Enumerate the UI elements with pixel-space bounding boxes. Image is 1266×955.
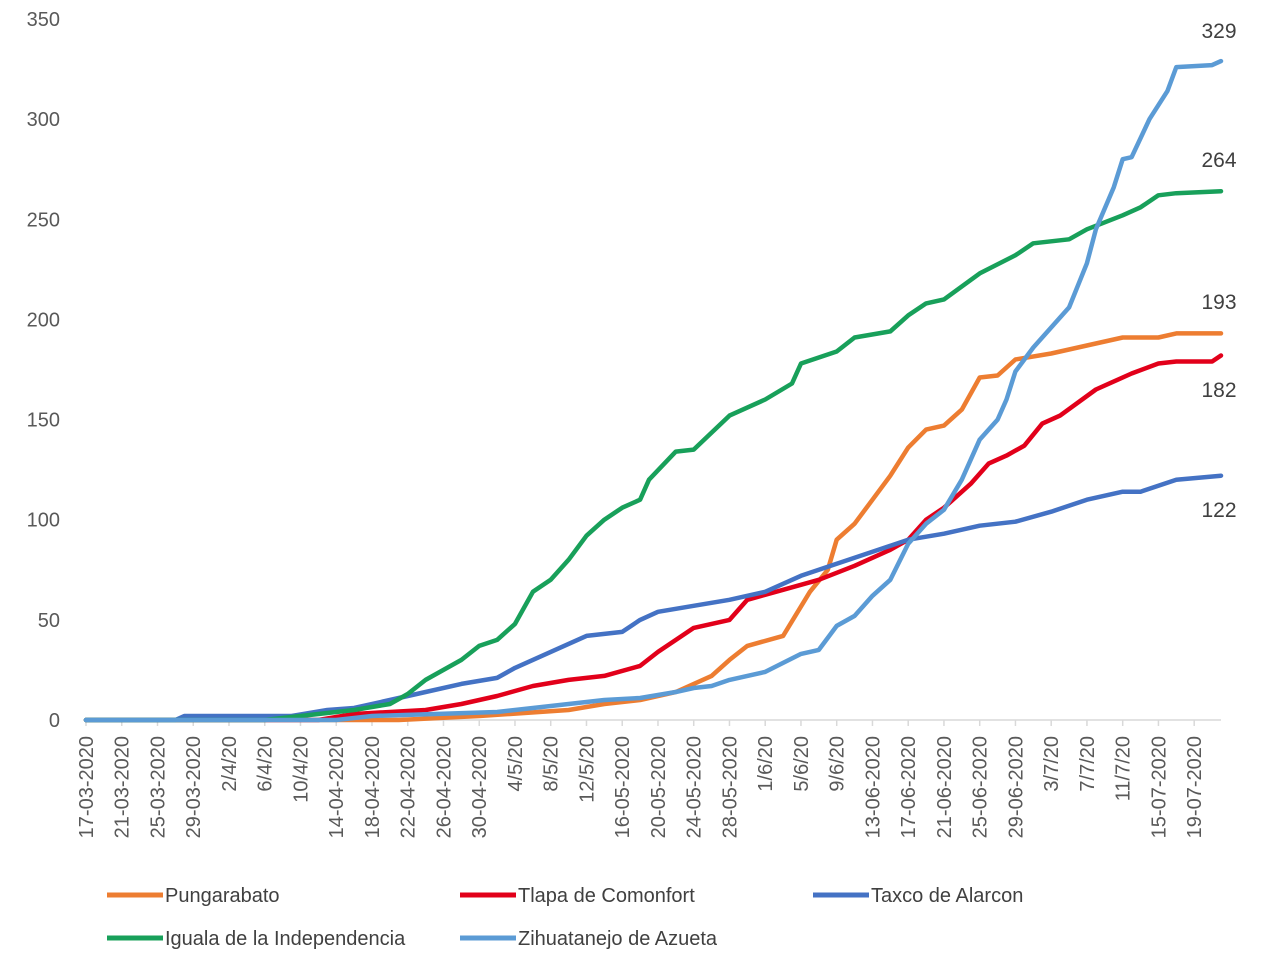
x-tick-label: 18-04-2020 [362,736,384,838]
end-value-labels: 193 182 122 264 329 [1201,20,1236,522]
end-value-label: 329 [1201,20,1236,43]
x-tick-label: 29-03-2020 [183,736,205,838]
y-tick-label: 100 [27,510,60,532]
x-tick-label: 8/5/20 [541,736,563,792]
x-tick-label: 5/6/20 [791,736,813,792]
legend-item: Iguala de la Independencia [107,928,406,950]
end-value-label: 182 [1201,379,1236,402]
legend-label: Tlapa de Comonfort [518,885,695,907]
x-tick-label: 16-05-2020 [612,736,634,838]
series-line-taxco-de-alarcon [83,473,1224,723]
legend: Pungarabato Tlapa de Comonfort Taxco de Al… [107,885,1023,950]
legend-label: Taxco de Alarcon [871,885,1023,907]
y-tick-label: 350 [27,9,60,31]
x-tick-label: 19-07-2020 [1184,736,1206,838]
x-tick-label: 21-06-2020 [934,736,956,838]
legend-label: Iguala de la Independencia [165,928,406,950]
x-tick-label: 17-03-2020 [76,736,98,838]
x-tick-label: 3/7/20 [1041,736,1063,792]
series-lines [83,58,1224,723]
legend-label: Zihuatanejo de Azueta [518,928,718,950]
series-line-tlapa-de-comonfort [83,353,1224,723]
series-line-pungarabato [83,331,1224,723]
x-tick-label: 21-03-2020 [112,736,134,838]
legend-item: Tlapa de Comonfort [460,885,695,907]
x-tick-label: 17-06-2020 [898,736,920,838]
x-tick-label: 10/4/20 [290,736,312,803]
y-tick-label: 300 [27,109,60,131]
series-line-iguala-de-la-independencia [83,188,1224,723]
y-tick-label: 0 [49,710,60,732]
x-tick-label: 22-04-2020 [398,736,420,838]
x-tick-label: 28-05-2020 [719,736,741,838]
x-tick-label: 13-06-2020 [862,736,884,838]
x-tick-label: 30-04-2020 [469,736,491,838]
x-tick-label: 14-04-2020 [326,736,348,838]
end-value-label: 193 [1201,291,1236,314]
y-tick-label: 250 [27,209,60,231]
legend-item: Zihuatanejo de Azueta [460,928,718,950]
y-tick-label: 150 [27,410,60,432]
x-tick-label: 7/7/20 [1077,736,1099,792]
x-tick-label: 25-03-2020 [147,736,169,838]
y-tick-label: 50 [38,610,60,632]
x-tick-label: 29-06-2020 [1005,736,1027,838]
x-tick-label: 15-07-2020 [1148,736,1170,838]
x-tick-label: 9/6/20 [827,736,849,792]
x-tick-label: 11/7/20 [1113,736,1135,801]
x-tick-label: 6/4/20 [255,736,277,792]
x-tick-label: 4/5/20 [505,736,527,792]
y-axis-ticks: 0 50 100 150 200 250 300 350 [27,9,60,732]
legend-item: Taxco de Alarcon [813,885,1023,907]
series-line-zihuatanejo-de-azueta [83,58,1224,723]
x-tick-label: 12/5/20 [576,736,598,803]
legend-label: Pungarabato [165,885,280,907]
x-tick-label: 20-05-2020 [648,736,670,838]
x-tick-label: 26-04-2020 [433,736,455,838]
x-tick-label: 25-06-2020 [970,736,992,838]
legend-item: Pungarabato [107,885,280,907]
x-tick-label: 2/4/20 [219,736,241,792]
x-tick-label: 1/6/20 [755,736,777,792]
end-value-label: 122 [1201,499,1236,522]
x-axis-ticks: 17-03-2020 21-03-2020 25-03-2020 29-03-2020… [76,720,1206,838]
y-tick-label: 200 [27,309,60,331]
end-value-label: 264 [1201,149,1236,172]
x-tick-label: 24-05-2020 [684,736,706,838]
